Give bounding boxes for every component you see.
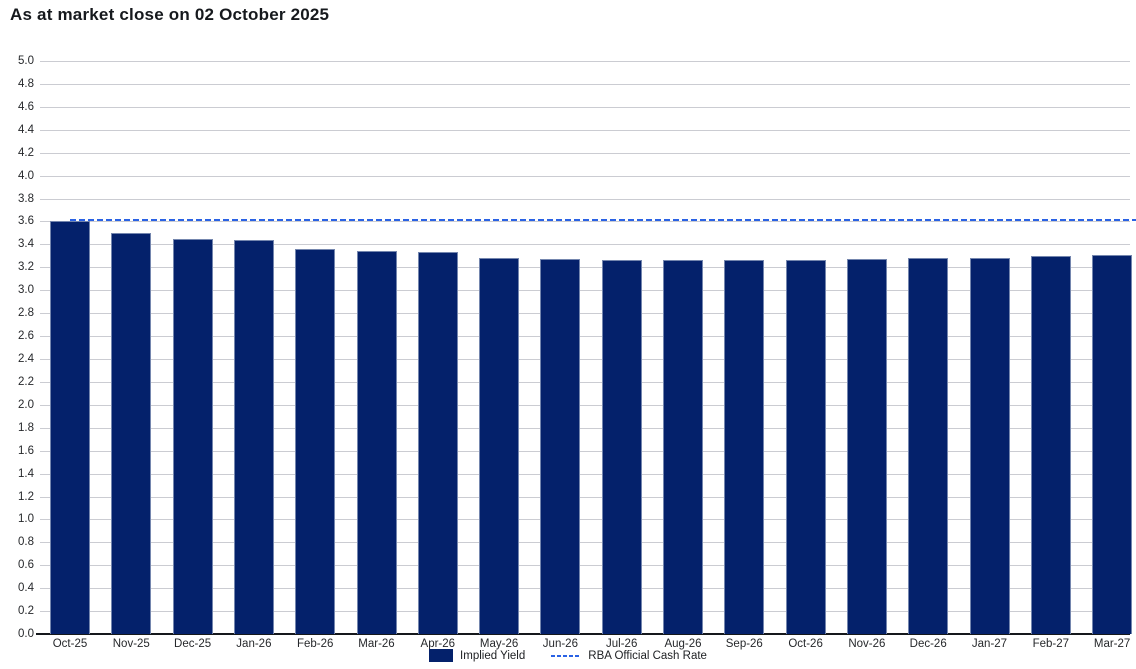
x-axis-label: Oct-25 — [52, 638, 88, 650]
gridline — [40, 381, 1130, 383]
y-axis-label: 1.6 — [18, 444, 34, 457]
gridline — [40, 83, 1130, 85]
y-axis-label: 0.8 — [18, 536, 34, 549]
gridline — [40, 611, 1130, 613]
bar-oct-25 — [50, 221, 90, 634]
gridline — [40, 198, 1130, 200]
bar-jan-27 — [969, 258, 1010, 634]
gridline — [40, 152, 1130, 154]
gridline — [40, 359, 1130, 360]
y-axis-label: 2.6 — [18, 330, 34, 342]
bar-apr-26 — [417, 252, 458, 634]
bar-jul-26 — [601, 260, 642, 634]
x-axis-label: Jun-26 — [542, 638, 578, 650]
x-axis-label: Dec-26 — [909, 638, 947, 650]
gridline — [40, 313, 1130, 315]
chart-title: As at market close on 02 October 2025 — [10, 5, 330, 24]
y-axis-label: 0.4 — [18, 582, 34, 595]
bar-nov-26 — [846, 259, 887, 634]
x-axis-label: Mar-26 — [358, 638, 395, 650]
gridline — [40, 267, 1130, 269]
chart-legend: Implied Yield RBA Official Cash Rate — [0, 649, 1136, 662]
gridline — [40, 496, 1130, 498]
gridline — [40, 290, 1130, 292]
gridline — [40, 244, 1130, 246]
gridline — [40, 221, 1130, 223]
y-axis-label: 3.0 — [18, 284, 34, 297]
x-axis-label: May-26 — [479, 638, 519, 650]
y-axis-label: 3.8 — [18, 192, 34, 205]
y-axis-label: 4.0 — [18, 169, 34, 182]
gridline — [40, 588, 1130, 590]
gridline — [40, 450, 1130, 452]
bar-dec-26 — [908, 258, 949, 634]
y-axis-label: 4.4 — [18, 123, 34, 136]
y-axis-label: 4.2 — [18, 146, 34, 159]
gridline — [40, 473, 1130, 475]
y-axis-label: 5.0 — [18, 55, 34, 67]
y-axis-label: 4.6 — [18, 100, 34, 113]
bar-aug-26 — [663, 260, 703, 634]
x-axis-label: Feb-27 — [1032, 638, 1070, 650]
gridline — [40, 61, 1130, 62]
x-axis-label: Oct-26 — [788, 638, 823, 650]
gridline — [40, 565, 1130, 567]
rba-cash-rate-line — [70, 219, 1136, 222]
bar-mar-27 — [1092, 254, 1133, 634]
x-axis-label: Dec-25 — [174, 638, 212, 650]
bar-feb-27 — [1030, 255, 1071, 634]
x-axis-line — [36, 633, 1130, 635]
y-axis-label: 2.8 — [18, 307, 34, 320]
y-axis-label: 3.6 — [18, 215, 34, 228]
gridline — [40, 175, 1130, 177]
gridline — [40, 404, 1130, 406]
gridline — [40, 106, 1130, 108]
x-axis-label: Nov-26 — [848, 638, 886, 650]
bar-nov-25 — [111, 232, 152, 634]
y-axis-label: 0.0 — [18, 628, 34, 640]
x-axis-label: Sep-26 — [725, 638, 763, 650]
cash-rate-dashed-line-icon — [551, 654, 582, 657]
x-axis-label: Jan-26 — [236, 638, 272, 650]
implied-yield-swatch-icon — [429, 649, 454, 662]
implied-yield-legend-label: Implied Yield — [460, 649, 526, 662]
bar-mar-26 — [356, 251, 397, 634]
y-axis-label: 0.6 — [18, 559, 34, 572]
bar-jan-26 — [233, 239, 274, 634]
y-axis-label: 2.2 — [18, 375, 34, 388]
gridline — [40, 519, 1130, 521]
bar-oct-26 — [785, 260, 826, 634]
x-axis-label: Jul-26 — [606, 638, 638, 650]
bar-dec-25 — [172, 238, 213, 634]
y-axis-label: 2.4 — [18, 353, 34, 365]
y-axis-label: 1.2 — [18, 490, 34, 503]
y-axis-label: 3.2 — [18, 261, 34, 274]
gridline — [40, 542, 1130, 544]
y-axis-label: 1.8 — [18, 421, 34, 434]
y-axis-label: 1.4 — [18, 467, 34, 480]
y-axis-label: 0.2 — [18, 605, 34, 618]
y-axis-label: 3.4 — [18, 238, 34, 251]
y-axis-label: 1.0 — [18, 513, 34, 526]
x-axis-label: Feb-26 — [296, 638, 334, 650]
y-axis-label: 2.0 — [18, 398, 34, 411]
x-axis-label: Aug-26 — [664, 638, 702, 650]
x-axis-label: Nov-25 — [112, 638, 150, 650]
bar-may-26 — [479, 258, 520, 634]
y-axis-label: 4.8 — [18, 77, 34, 90]
gridline — [40, 336, 1130, 337]
x-axis-label: Mar-27 — [1093, 638, 1131, 650]
x-axis-label: Apr-26 — [420, 638, 456, 650]
gridline — [40, 129, 1130, 131]
bar-jun-26 — [540, 259, 581, 634]
cash-rate-legend-label: RBA Official Cash Rate — [588, 649, 707, 662]
bar-feb-26 — [295, 248, 336, 634]
gridline — [40, 427, 1130, 429]
x-axis-label: Jan-27 — [971, 638, 1008, 650]
bar-sep-26 — [724, 260, 765, 634]
